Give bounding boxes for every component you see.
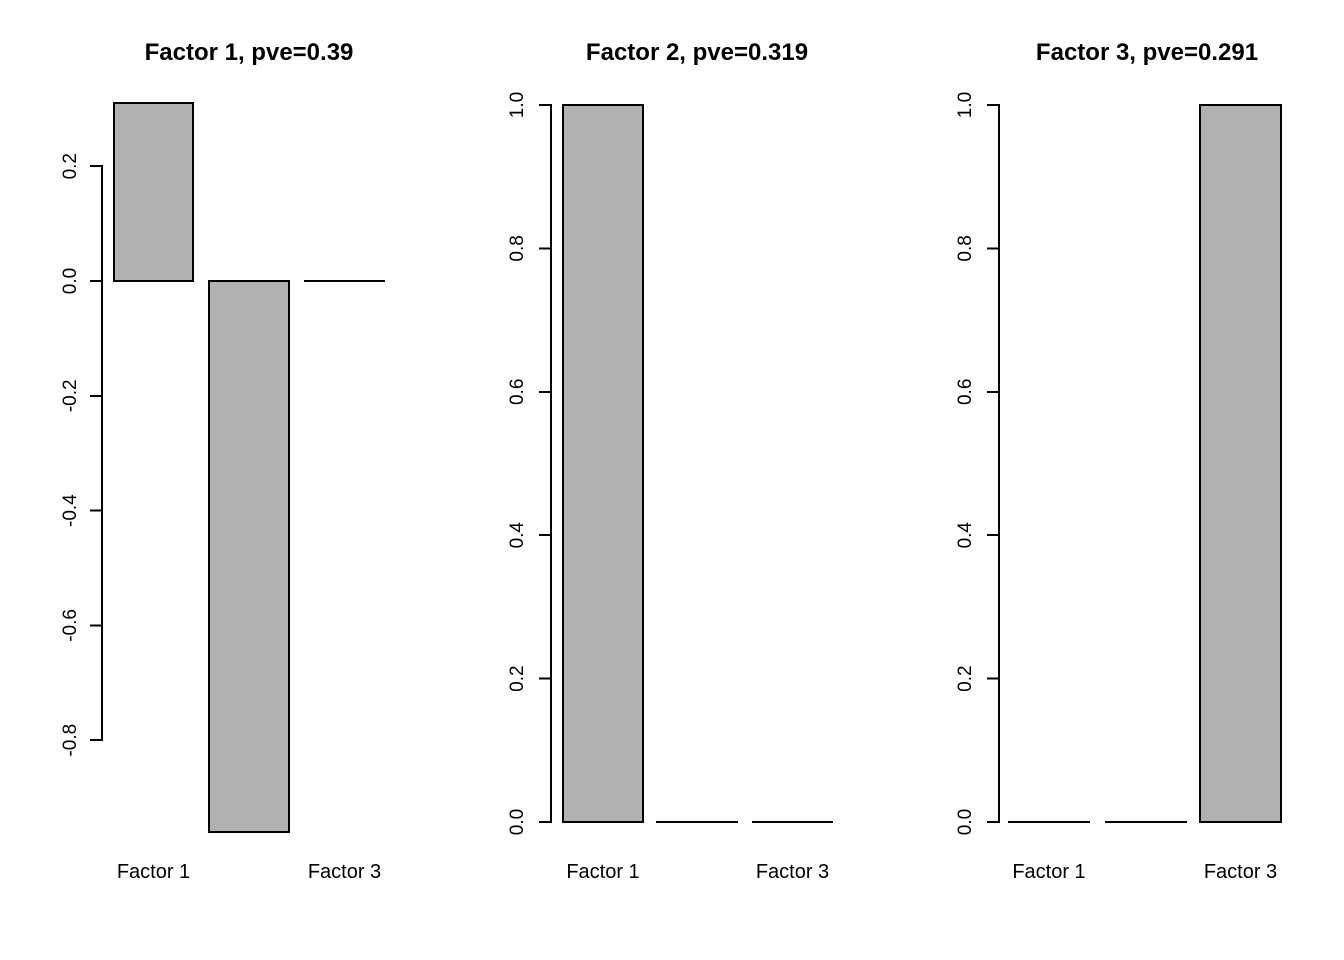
panel-1-y-tick-label: 0.0 [60, 268, 81, 294]
panel-1-y-tick-label: 0.2 [60, 153, 81, 179]
panel-2-y-tick-label: 1.0 [507, 92, 528, 118]
panel-2-y-tick-label: 0.6 [507, 379, 528, 405]
panel-1-bar-2 [208, 280, 290, 834]
panel-2-title: Factor 2, pve=0.319 [585, 39, 809, 66]
panel-1-y-tick-label: -0.4 [60, 494, 81, 527]
panel-2-y-tick-label: 0.0 [507, 809, 528, 835]
panel-3-x-label: Factor 1 [1012, 861, 1085, 883]
panel-3-y-tick-label: 1.0 [955, 92, 976, 118]
panel-2-y-tick-label: 0.8 [507, 235, 528, 261]
panel-3-y-tick-label: 0.2 [955, 665, 976, 691]
panel-3-bar-3 [1199, 104, 1282, 823]
panel-2-y-tick-label: 0.2 [507, 665, 528, 691]
panel-2-x-label: Factor 1 [566, 861, 639, 883]
panel-3-title: Factor 3, pve=0.291 [1035, 39, 1259, 66]
panel-1-x-label: Factor 1 [117, 861, 190, 883]
panel-3-y-tick-label: 0.4 [955, 522, 976, 549]
panel-1-y-tick-label: -0.8 [60, 724, 81, 757]
panel-2-x-label: Factor 3 [756, 861, 829, 883]
panel-3-y-tick-label: 0.8 [955, 235, 976, 261]
panel-2-y-tick-label: 0.4 [507, 522, 528, 549]
panel-1-x-label: Factor 3 [308, 861, 381, 883]
panel-2-bar-1 [562, 104, 644, 823]
panel-1-y-tick-label: -0.6 [60, 609, 81, 642]
panel-1-bar-1 [113, 102, 194, 282]
panel-3-y-tick-label: 0.6 [955, 379, 976, 405]
panel-3-x-label: Factor 3 [1204, 861, 1277, 883]
panel-3-y-tick-label: 0.0 [955, 809, 976, 835]
panel-1-title: Factor 1, pve=0.39 [144, 39, 354, 66]
panel-1-y-tick-label: -0.2 [60, 379, 81, 412]
